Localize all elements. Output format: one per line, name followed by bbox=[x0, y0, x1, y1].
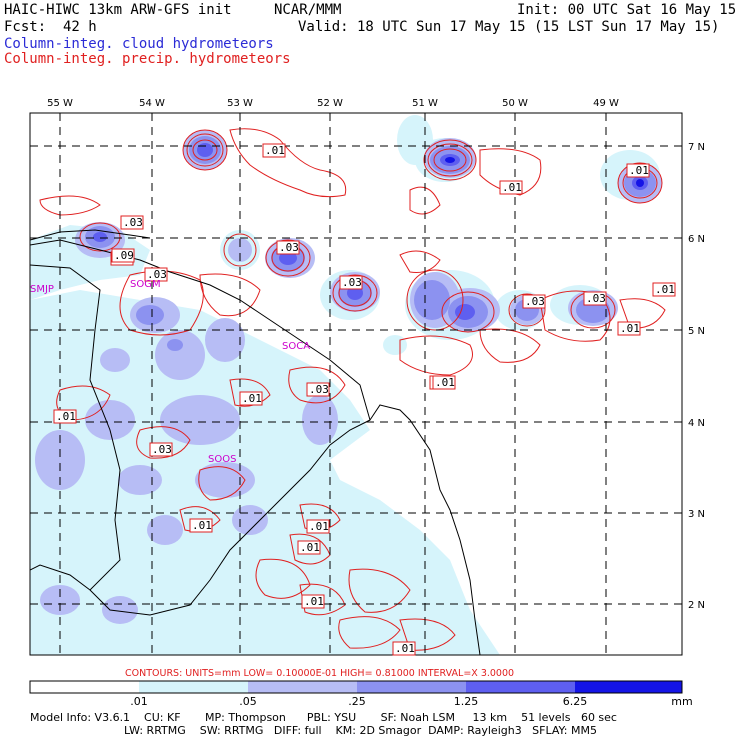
contour-label: .09 bbox=[114, 249, 134, 262]
lat-label-2n: 2 N bbox=[688, 600, 705, 611]
contour-label: .03 bbox=[279, 241, 299, 254]
contour-label-box bbox=[276, 240, 300, 255]
lon-label-51w: 51 W bbox=[412, 98, 438, 109]
valid-time: Valid: 18 UTC Sun 17 May 15 (15 LST Sun … bbox=[298, 19, 720, 35]
contour-label: .01 bbox=[620, 322, 640, 335]
contour-label-box bbox=[120, 215, 144, 230]
colorbar-tick-4: 1.25 bbox=[454, 695, 479, 708]
contour-label: .03 bbox=[309, 383, 329, 396]
contour-label: .01 bbox=[395, 642, 415, 655]
contour-label-box bbox=[522, 294, 546, 309]
contour-label: .03 bbox=[342, 276, 362, 289]
lat-lon-grid bbox=[30, 113, 682, 655]
lat-label-5n: 5 N bbox=[688, 326, 705, 337]
contour-label: .01 bbox=[192, 519, 212, 532]
model-info-line2: LW: RRTMG SW: RRTMG DIFF: full KM: 2D Sm… bbox=[124, 724, 597, 737]
contour-label-box bbox=[306, 382, 330, 397]
org-label: NCAR/MMM bbox=[274, 2, 342, 18]
lon-label-55w: 55 W bbox=[47, 98, 73, 109]
station-soos: SOOS bbox=[208, 454, 236, 465]
contour-label-box bbox=[53, 409, 77, 424]
lat-label-4n: 4 N bbox=[688, 418, 705, 429]
contour-label-box bbox=[652, 282, 676, 297]
contour-labels: .01 .03 .01 .09 .03 .03 .03 .03 .01 .03 .01 .01 .03.… bbox=[53, 143, 676, 656]
contour-label: .01 bbox=[655, 283, 675, 296]
station-soca: SOCA bbox=[282, 341, 310, 352]
contour-label: .03 bbox=[147, 268, 167, 281]
contours-info: CONTOURS: UNITS=mm LOW= 0.10000E-01 HIGH… bbox=[125, 668, 514, 679]
contour-label: .01 bbox=[502, 181, 522, 194]
station-labels: SMJP SOCA SOOS SOGM bbox=[30, 279, 310, 465]
colorbar-tick-5: 6.25 bbox=[563, 695, 588, 708]
contour-label-box bbox=[144, 267, 168, 282]
contour-label-box bbox=[306, 519, 330, 534]
lon-label-53w: 53 W bbox=[227, 98, 253, 109]
contour-label: .01 bbox=[265, 144, 285, 157]
contour-label-box bbox=[499, 180, 523, 195]
contour-label-box bbox=[432, 375, 456, 390]
contour-label-box bbox=[392, 641, 416, 656]
station-smjp: SMJP bbox=[30, 284, 54, 295]
contour-label: .01 bbox=[56, 410, 76, 423]
legend-precip: Column-integ. precip. hydrometeors bbox=[4, 51, 291, 67]
contour-label-box bbox=[189, 518, 213, 533]
lat-labels: 7 N 6 N 5 N 4 N 3 N 2 N bbox=[688, 142, 705, 611]
contour-label-box bbox=[583, 291, 607, 306]
colorbar: .01 .05 .25 1.25 6.25 mm bbox=[29, 680, 693, 708]
map-field bbox=[30, 113, 682, 655]
lon-label-50w: 50 W bbox=[502, 98, 528, 109]
colorbar-unit: mm bbox=[671, 695, 692, 708]
coastline bbox=[30, 229, 481, 655]
contour-label: .03 bbox=[586, 292, 606, 305]
cloud-field-core bbox=[93, 143, 648, 320]
lat-label-3n: 3 N bbox=[688, 509, 705, 520]
lon-label-54w: 54 W bbox=[139, 98, 165, 109]
lon-labels: 55 W 54 W 53 W 52 W 51 W 50 W 49 W bbox=[47, 98, 619, 109]
contour-label: .03 bbox=[525, 295, 545, 308]
contour-label: .03 bbox=[152, 443, 172, 456]
lon-label-49w: 49 W bbox=[593, 98, 619, 109]
model-title: HAIC-HIWC 13km ARW-GFS init bbox=[4, 2, 232, 18]
contour-label-box bbox=[149, 442, 173, 457]
contour-label-box bbox=[617, 321, 641, 336]
contour-label: .01 bbox=[435, 376, 455, 389]
legend-cloud: Column-integ. cloud hydrometeors bbox=[4, 36, 274, 52]
contour-label-box bbox=[297, 540, 321, 555]
map-frame bbox=[29, 112, 683, 656]
contour-label: .01 bbox=[300, 541, 320, 554]
station-sogm: SOGM bbox=[130, 279, 161, 290]
contour-label: .01 bbox=[309, 520, 329, 533]
colorbar-tick-3: .25 bbox=[348, 695, 366, 708]
contour-label: .03 bbox=[123, 216, 143, 229]
init-time: Init: 00 UTC Sat 16 May 15 bbox=[517, 2, 737, 18]
colorbar-tick-2: .05 bbox=[239, 695, 257, 708]
precip-contours bbox=[39, 128, 666, 651]
lon-label-52w: 52 W bbox=[317, 98, 343, 109]
colorbar-tick-1: .01 bbox=[130, 695, 148, 708]
model-info-line1: Model Info: V3.6.1 CU: KF MP: Thompson P… bbox=[30, 711, 617, 724]
contour-label-box bbox=[339, 275, 363, 290]
contour-label: .01 bbox=[242, 392, 262, 405]
lat-label-7n: 7 N bbox=[688, 142, 705, 153]
contour-label-box bbox=[239, 391, 263, 406]
contour-label-box bbox=[262, 143, 286, 158]
lat-label-6n: 6 N bbox=[688, 234, 705, 245]
forecast-hour: Fcst: 42 h bbox=[4, 19, 97, 35]
contour-label-box bbox=[301, 594, 325, 609]
contour-label-box bbox=[111, 248, 135, 263]
contour-label: .01 bbox=[304, 595, 324, 608]
cloud-field-max bbox=[445, 157, 644, 187]
contour-label-box bbox=[626, 163, 650, 178]
contour-label: .01 bbox=[629, 164, 649, 177]
